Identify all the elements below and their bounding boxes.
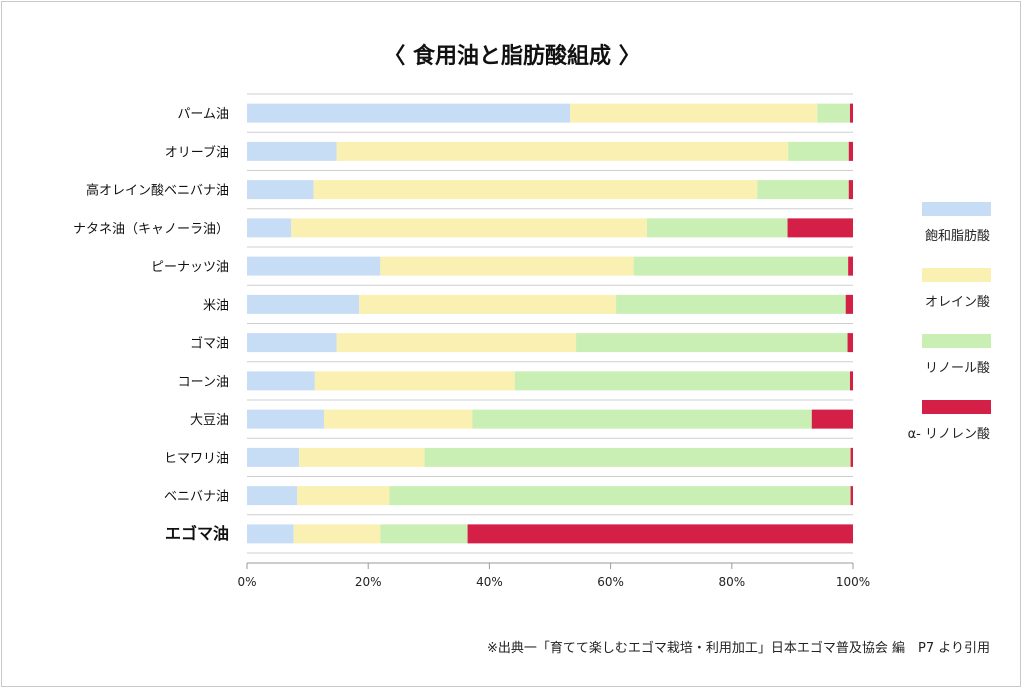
bar-segment (633, 256, 849, 276)
bar-segment (359, 294, 617, 314)
bar-segment (845, 294, 853, 314)
bar-segment (757, 180, 849, 200)
legend-label: オレイン酸 (924, 295, 990, 310)
legend-swatch (922, 202, 991, 216)
bar-segment (847, 333, 853, 353)
bar-segment (787, 218, 853, 238)
bar-segment (297, 486, 390, 506)
bar-segment (380, 524, 468, 544)
bar-segment (850, 486, 853, 506)
category-label: パーム油 (177, 107, 229, 122)
bar-segment (850, 447, 853, 467)
bar-segment (849, 103, 853, 123)
chart-title: 〈 食用油と脂肪酸組成 〉 (383, 44, 641, 69)
bar-segment (389, 486, 851, 506)
bar-segment (247, 180, 314, 200)
category-label: ナタネ油（キャノーラ油） (73, 222, 229, 237)
bar-segment (424, 447, 851, 467)
bar-segment (247, 447, 300, 467)
category-label: 米油 (203, 298, 229, 313)
category-label: 大豆油 (190, 413, 229, 428)
bar-segment (247, 409, 324, 429)
category-label: オリーブ油 (165, 144, 229, 160)
bar-segment (247, 103, 570, 123)
bar-segment (848, 141, 853, 161)
category-label: ピーナッツ油 (151, 260, 229, 275)
bar-segment (336, 333, 577, 353)
bar-segment (247, 524, 294, 544)
category-label: コーン油 (178, 375, 229, 390)
bar-segment (467, 524, 853, 544)
bar-segment (646, 218, 788, 238)
bar-segment (323, 409, 473, 429)
legend-swatch (922, 334, 991, 348)
bar-segment (247, 294, 360, 314)
bar-segment (848, 256, 853, 276)
bar-segment (576, 333, 848, 353)
bar-segment (247, 333, 337, 353)
category-label: 高オレイン酸ベニバナ油 (86, 183, 229, 199)
bar-segment (247, 486, 298, 506)
bar-segment (472, 409, 812, 429)
bar-segment (247, 141, 337, 161)
bar-segment (514, 371, 850, 391)
bar-segment (817, 103, 850, 123)
category-label: ベニバナ油 (164, 490, 229, 505)
bar-segment (380, 256, 634, 276)
category-label: エゴマ油 (165, 524, 229, 543)
bar-segment (616, 294, 846, 314)
bar-segment (299, 447, 425, 467)
x-tick-label: 0% (237, 575, 256, 589)
bar-segment (336, 141, 789, 161)
legend-label: 飽和脂肪酸 (924, 229, 990, 244)
bar-segment (247, 256, 381, 276)
bar-segment (293, 524, 381, 544)
bar-segment (811, 409, 853, 429)
bar-segment (569, 103, 818, 123)
bar-segment (848, 180, 853, 200)
x-tick-label: 40% (476, 575, 503, 589)
x-tick-label: 20% (355, 575, 382, 589)
legend-swatch (922, 268, 991, 282)
category-label: ゴマ油 (190, 336, 229, 352)
bar-segment (314, 371, 515, 391)
x-tick-label: 80% (718, 575, 745, 589)
bar-segment (849, 371, 853, 391)
category-label: ヒマワリ油 (164, 451, 229, 466)
bar-segment (247, 218, 292, 238)
legend-label: α- リノレン酸 (907, 427, 990, 442)
legend-swatch (922, 400, 991, 414)
legend-label: リノール酸 (924, 361, 990, 376)
bar-segment (247, 371, 315, 391)
bar-segment (788, 141, 849, 161)
x-tick-label: 60% (597, 575, 624, 589)
source-note: ※出典一「育てて楽しむエゴマ栽培・利用加工」日本エゴマ普及協会 編 P7 より引… (486, 641, 990, 656)
bar-segment (291, 218, 647, 238)
x-tick-label: 100% (836, 575, 870, 589)
bar-segment (313, 180, 758, 200)
